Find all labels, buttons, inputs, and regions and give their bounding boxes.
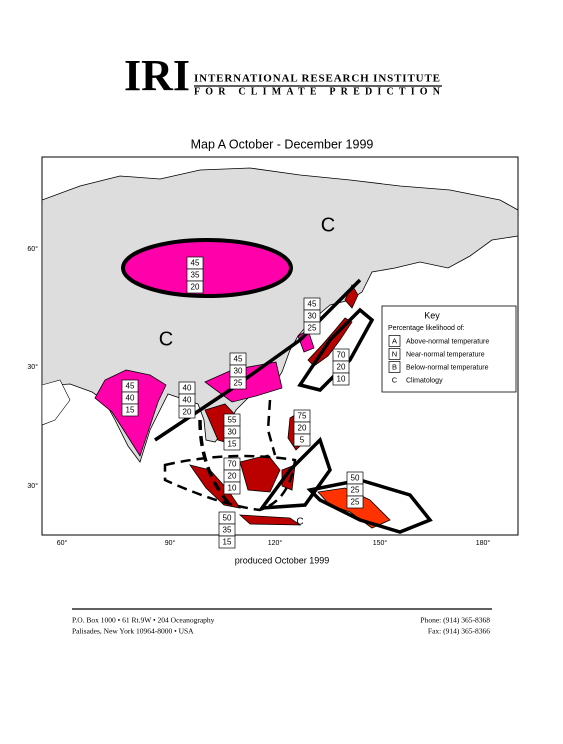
region-mongolia (121, 238, 293, 298)
lon-label: 90° (165, 539, 176, 547)
key-code: C (392, 375, 398, 384)
prob-cell (223, 481, 241, 495)
probability-boxes: 45 35 20 45 30 25 45 30 25 45 40 15 40 40 20 70 20 10 55 30… (121, 256, 364, 549)
prob-value: 40 (183, 396, 192, 405)
lon-label: 180° (476, 539, 491, 547)
address1: P.O. Box 1000 • 61 Rt.9W • 204 Oceanogra… (72, 616, 215, 625)
prob-cell (186, 280, 204, 294)
region-indonesia (189, 454, 302, 526)
contour (198, 419, 232, 507)
prob-value: 10 (228, 484, 237, 493)
header-line1: INTERNATIONAL RESEARCH INSTITUTE (194, 73, 440, 85)
fax: Fax: (914) 365-8366 (428, 627, 490, 636)
prob-value: 15 (228, 440, 237, 449)
prob-cell (223, 437, 241, 451)
prob-value: 25 (351, 498, 360, 507)
key: Key Percentage likelihood of: A Above-nor… (381, 305, 517, 393)
prob-value: 20 (183, 408, 192, 417)
climatology-label: C (321, 214, 335, 236)
key-text: Climatology (406, 377, 443, 384)
prob-value: 30 (228, 428, 237, 437)
prob-cell (218, 535, 236, 549)
prob-value: 45 (234, 355, 243, 364)
climatology-label: C (296, 517, 303, 528)
key-code-box (388, 348, 401, 360)
logo: IRI (124, 51, 190, 100)
prob-value: 20 (337, 363, 346, 372)
key-box (381, 305, 517, 393)
produced: produced October 1999 (235, 555, 330, 565)
prob-value: 10 (337, 375, 346, 384)
prob-value: 30 (308, 312, 317, 321)
prob-value: 45 (126, 382, 135, 391)
key-text: Above-normal temperature (406, 338, 489, 345)
key-code-box (388, 335, 401, 347)
prob-value: 35 (223, 526, 232, 535)
lat-label: 30° (27, 482, 38, 490)
prob-value: 25 (308, 324, 317, 333)
prob-value: 40 (183, 384, 192, 393)
prob-value: 30 (234, 367, 243, 376)
map-title: Map A October - December 1999 (191, 137, 374, 151)
lat-label: 30° (27, 363, 38, 371)
key-code: A (392, 336, 397, 345)
lat-labels: 60° 30° 30° (27, 245, 38, 490)
prob-value: 25 (351, 486, 360, 495)
contour (297, 307, 375, 392)
prob-cell (293, 433, 311, 447)
prob-cell (229, 376, 247, 390)
prob-value: 55 (228, 416, 237, 425)
key-title: Key (424, 310, 440, 320)
map: 60°30°30° 60° 90° 120° 150° 180° CCC 4535204… (27, 156, 519, 549)
key-text: Below-normal temperature (406, 364, 489, 371)
prob-value: 45 (308, 300, 317, 309)
prob-cell (332, 372, 350, 386)
prob-cell (178, 405, 196, 419)
lon-label: 150° (373, 539, 388, 547)
prob-value: 40 (126, 394, 135, 403)
contour (306, 478, 433, 534)
key-code: B (392, 362, 397, 371)
key-text: Near-normal temperature (406, 351, 485, 358)
lon-labels: 60° 90° 120° 150° 180° (57, 539, 491, 547)
prob-value: 20 (228, 472, 237, 481)
contours (154, 278, 433, 534)
prob-value: 70 (337, 351, 346, 360)
prob-value: 45 (191, 259, 200, 268)
prob-value: 5 (300, 436, 305, 445)
phone: Phone: (914) 365-8368 (420, 616, 490, 625)
lon-label: 60° (57, 539, 68, 547)
land-arabia (42, 379, 71, 426)
prob-value: 50 (223, 514, 232, 523)
prob-cell (346, 495, 364, 509)
lon-label: 120° (268, 539, 283, 547)
key-code: N (392, 349, 397, 358)
prob-cell (303, 321, 321, 335)
contour (163, 454, 297, 512)
prob-value: 50 (351, 474, 360, 483)
climatology-label: C (159, 328, 173, 350)
contour (258, 436, 332, 511)
prob-value: 20 (191, 283, 200, 292)
prob-value: 70 (228, 460, 237, 469)
prob-value: 35 (191, 271, 200, 280)
prob-value: 75 (298, 412, 307, 421)
key-subtitle: Percentage likelihood of: (388, 325, 465, 332)
key-code-box (388, 361, 401, 373)
climatology-labels: C C C (159, 214, 335, 527)
lat-label: 60° (27, 245, 38, 253)
prob-cell (121, 403, 139, 417)
prob-value: 20 (298, 424, 307, 433)
address2: Palisades, New York 10964-8000 • USA (72, 627, 194, 636)
prob-value: 15 (126, 406, 135, 415)
header-line2: FOR CLIMATE PREDICTION (194, 86, 441, 97)
prob-value: 25 (234, 379, 243, 388)
prob-value: 15 (223, 538, 232, 547)
